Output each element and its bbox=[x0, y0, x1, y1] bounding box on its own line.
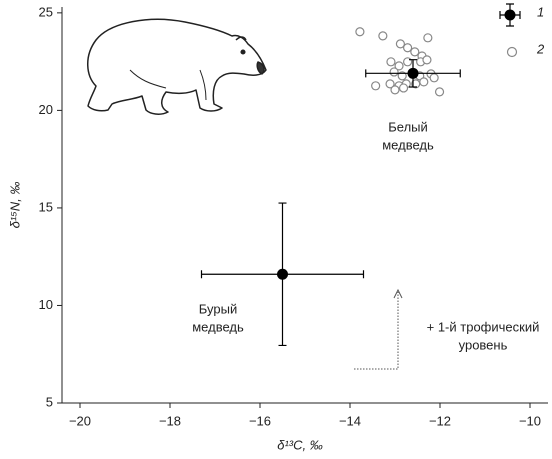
annotation: + 1-й трофический bbox=[427, 319, 540, 334]
individual-point bbox=[434, 87, 445, 97]
legend-label: 1 bbox=[537, 4, 544, 19]
individual-point bbox=[378, 31, 388, 41]
polar-bear-illustration bbox=[87, 18, 267, 115]
y-tick-label: 15 bbox=[39, 199, 53, 214]
individual-point bbox=[429, 73, 439, 83]
mean-point bbox=[277, 268, 288, 280]
individual-point bbox=[385, 79, 395, 89]
individual-point bbox=[389, 67, 399, 77]
individual-point bbox=[419, 77, 429, 87]
legend-marker bbox=[504, 9, 516, 21]
y-axis-label: δ¹⁵N, ‰ bbox=[7, 182, 22, 229]
annotation: уровень bbox=[459, 337, 508, 352]
individual-point bbox=[403, 57, 413, 67]
trophic-arrow bbox=[354, 288, 403, 370]
annotation: медведь bbox=[192, 319, 244, 334]
mean-point bbox=[407, 67, 419, 79]
x-tick-label: −10 bbox=[519, 413, 541, 428]
individual-point bbox=[386, 57, 396, 67]
y-tick-label: 10 bbox=[39, 297, 53, 312]
individual-point bbox=[355, 27, 365, 37]
annotation: Бурый bbox=[199, 301, 237, 316]
legend-label: 2 bbox=[536, 41, 545, 56]
individual-point bbox=[410, 47, 420, 57]
x-tick-label: −14 bbox=[339, 413, 361, 428]
x-tick-label: −12 bbox=[429, 413, 451, 428]
x-tick-label: −18 bbox=[159, 413, 181, 428]
individual-point bbox=[422, 55, 432, 65]
y-tick-label: 25 bbox=[39, 4, 53, 19]
individual-point bbox=[390, 85, 400, 95]
individual-point bbox=[403, 43, 413, 53]
x-axis-label: δ¹³C, ‰ bbox=[277, 437, 323, 452]
y-tick-label: 20 bbox=[39, 102, 53, 117]
annotation: медведь bbox=[382, 137, 434, 152]
individual-point bbox=[398, 83, 409, 93]
x-tick-label: −16 bbox=[249, 413, 271, 428]
individual-point bbox=[423, 33, 433, 43]
x-tick-label: −20 bbox=[69, 413, 91, 428]
individual-point bbox=[395, 39, 405, 49]
annotation: Белый bbox=[388, 119, 428, 134]
legend-marker bbox=[506, 46, 518, 58]
y-tick-label: 5 bbox=[46, 394, 53, 409]
individual-point bbox=[371, 81, 381, 91]
individual-point bbox=[394, 61, 404, 71]
